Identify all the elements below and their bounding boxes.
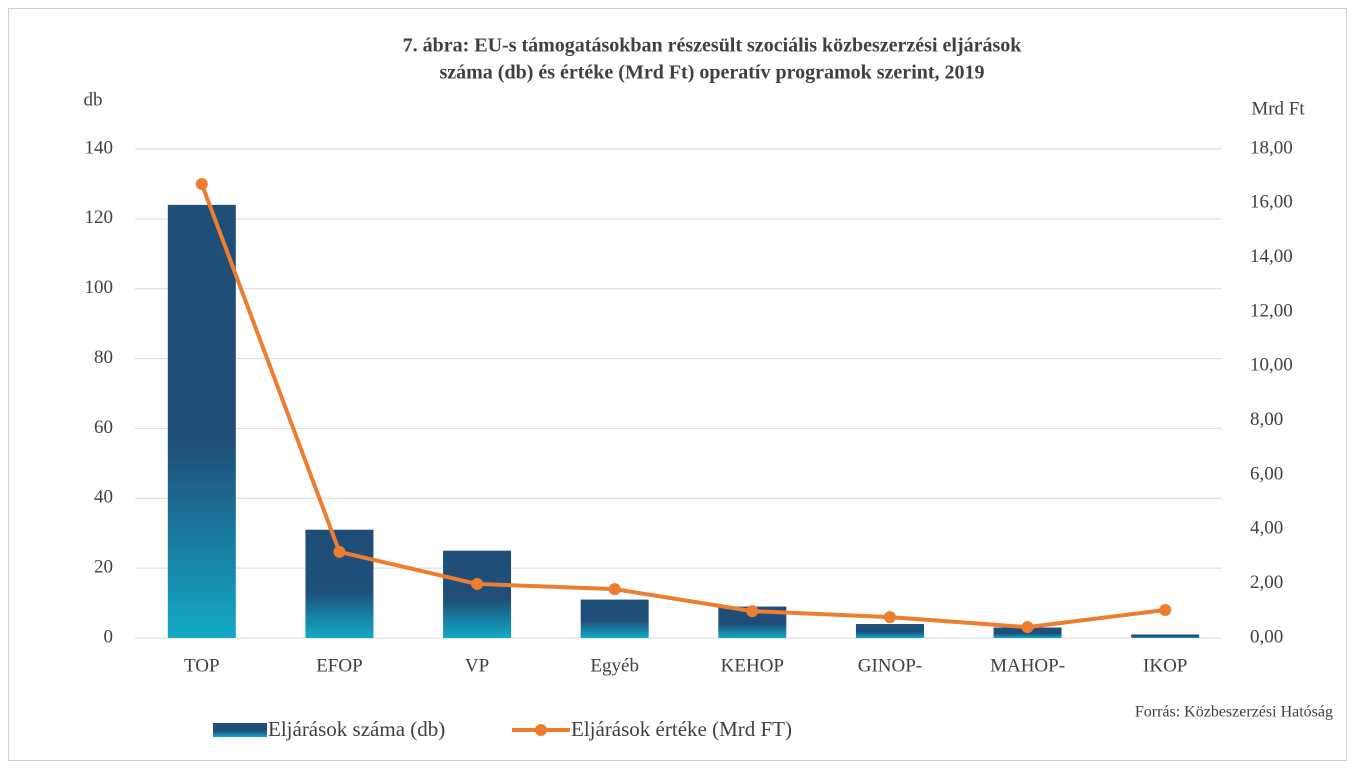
y-tick-label: 100 — [85, 277, 114, 298]
y-tick-label: 20 — [94, 557, 113, 578]
legend-marker — [535, 724, 547, 736]
y-tick-label: 40 — [94, 487, 113, 508]
y2-tick-label: 6,00 — [1250, 463, 1283, 484]
y2-tick-label: 0,00 — [1250, 626, 1283, 647]
bar — [1131, 634, 1200, 638]
y2-tick-label: 12,00 — [1250, 300, 1293, 321]
x-tick-label: Egyéb — [590, 655, 639, 676]
x-tick-label: MAHOP- — [990, 655, 1065, 676]
y2-tick-label: 18,00 — [1250, 137, 1293, 158]
y2-tick-label: 16,00 — [1250, 192, 1293, 213]
y2-axis-title: Mrd Ft — [1251, 98, 1305, 119]
line-marker — [1021, 621, 1034, 634]
y-axis-title: db — [84, 89, 103, 110]
line-marker — [471, 577, 484, 590]
legend-label: Eljárások értéke (Mrd FT) — [571, 717, 792, 741]
y-tick-label: 0 — [104, 626, 114, 647]
chart-title: száma (db) és értéke (Mrd Ft) operatív p… — [439, 62, 984, 84]
bar — [443, 550, 512, 638]
chart-border — [8, 8, 1347, 761]
x-tick-label: GINOP- — [858, 655, 922, 676]
y-tick-label: 120 — [85, 207, 114, 228]
y-tick-label: 60 — [94, 417, 113, 438]
y-tick-label: 80 — [94, 347, 113, 368]
y2-tick-label: 4,00 — [1250, 518, 1283, 539]
legend-swatch — [213, 723, 267, 737]
y2-tick-label: 10,00 — [1250, 355, 1293, 376]
y2-tick-label: 14,00 — [1250, 246, 1293, 267]
bar — [167, 204, 236, 638]
bar — [855, 624, 924, 638]
line-marker — [608, 583, 621, 596]
line-marker — [883, 611, 896, 624]
x-tick-label: EFOP — [316, 655, 362, 676]
x-tick-label: IKOP — [1143, 655, 1187, 676]
chart-title: 7. ábra: EU-s támogatásokban részesült s… — [403, 35, 1023, 57]
line-marker — [1159, 604, 1172, 617]
legend-label: Eljárások száma (db) — [268, 717, 445, 741]
line-marker — [746, 605, 759, 618]
y2-tick-label: 2,00 — [1250, 572, 1283, 593]
x-tick-label: KEHOP — [721, 655, 784, 676]
x-tick-label: TOP — [184, 655, 220, 676]
line-marker — [333, 545, 346, 558]
line-marker — [195, 178, 208, 191]
source-note: Forrás: Közbeszerzési Hatóság — [1135, 704, 1333, 721]
y-tick-label: 140 — [85, 137, 114, 158]
bar — [580, 599, 649, 638]
line-series — [199, 183, 1166, 630]
x-tick-label: VP — [465, 655, 489, 676]
y2-tick-label: 8,00 — [1250, 409, 1283, 430]
